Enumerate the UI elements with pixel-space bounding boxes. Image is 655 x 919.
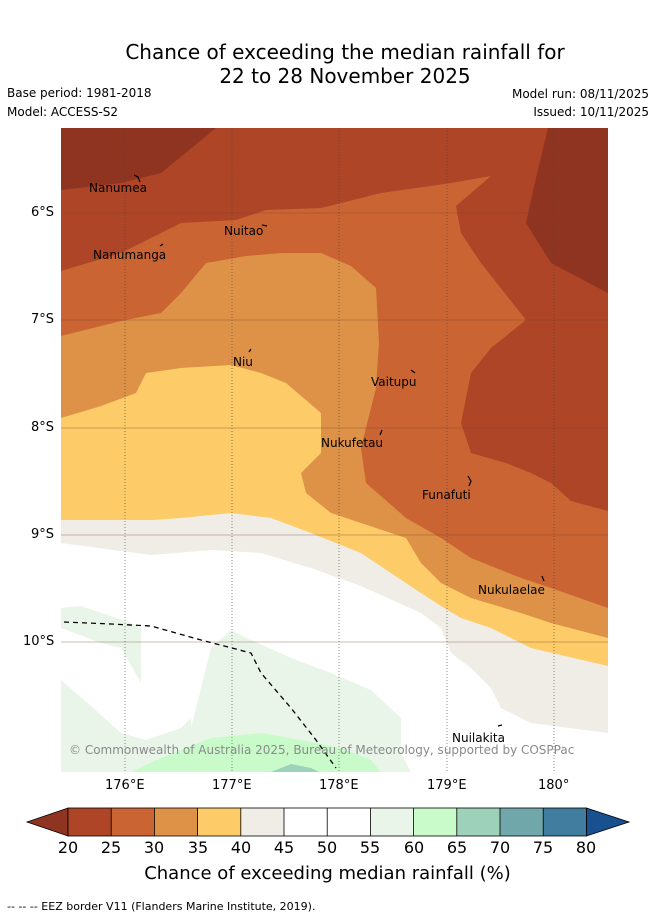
eez-legend-note: -- -- -- EEZ border V11 (Flanders Marine…: [7, 900, 316, 913]
zone-45-55-inner: [61, 628, 191, 740]
colorbar-bin: [327, 808, 371, 836]
colorbar-high-arrow: [586, 807, 631, 837]
colorbar-bin: [154, 808, 198, 836]
base-period: Base period: 1981-2018: [7, 86, 152, 100]
latitude-lines: [61, 212, 608, 643]
colorbar-bin: [240, 808, 284, 836]
colorbar-bin: [500, 808, 544, 836]
colorbar-tick: 55: [359, 838, 381, 857]
place-label: Funafuti: [422, 488, 471, 502]
colorbar-tick: 70: [489, 838, 511, 857]
place-label: Nuitao: [224, 224, 263, 238]
map-title-line1: Chance of exceeding the median rainfall …: [125, 40, 565, 64]
rainfall-map: Nanumea Nuitao Nanumanga Niu Vaitupu Nuk…: [61, 128, 608, 772]
colorbar-tick: 35: [187, 838, 209, 857]
colorbar-tick: 80: [575, 838, 597, 857]
eez-border: [63, 621, 337, 769]
lon-tick: 179°E: [427, 778, 467, 793]
colorbar-low-arrow: [25, 807, 69, 837]
colorbar-bin: [284, 808, 328, 836]
colorbar-tick: 25: [100, 838, 122, 857]
place-label: Vaitupu: [371, 375, 417, 389]
zone-60-65: [131, 733, 381, 772]
colorbar-bin: [111, 808, 155, 836]
model-name: Model: ACCESS-S2: [7, 105, 119, 119]
lat-tick: 10°S: [23, 634, 55, 649]
place-label: Nanumanga: [93, 248, 166, 262]
lat-tick: 6°S: [31, 205, 55, 220]
graticule: [124, 128, 555, 772]
map-title-line2: 22 to 28 November 2025: [219, 64, 471, 88]
colorbar-bin: [543, 808, 587, 836]
issued-date: Issued: 10/11/2025: [533, 105, 649, 119]
place-label: Nukulaelae: [478, 583, 545, 597]
colorbar-bin: [370, 808, 414, 836]
lon-tick: 180°: [538, 778, 570, 793]
islands: [133, 174, 545, 727]
lat-tick: 8°S: [31, 420, 55, 435]
colorbar-tick: 20: [57, 838, 79, 857]
place-label: Nukufetau: [321, 436, 383, 450]
model-run: Model run: 08/11/2025: [511, 87, 649, 101]
place-label: Niu: [233, 355, 253, 369]
colorbar-tick: 40: [230, 838, 252, 857]
zone-65-70: [271, 764, 319, 772]
colorbar: [25, 807, 631, 837]
colorbar-tick: 75: [532, 838, 554, 857]
lon-tick: 178°E: [319, 778, 359, 793]
colorbar-bin: [456, 808, 500, 836]
lat-tick: 9°S: [31, 527, 55, 542]
colorbar-tick: 65: [446, 838, 468, 857]
lon-tick: 177°E: [212, 778, 252, 793]
colorbar-tick: 50: [316, 838, 338, 857]
colorbar-bin: [68, 808, 112, 836]
colorbar-tick: 45: [273, 838, 295, 857]
lon-tick: 176°E: [105, 778, 145, 793]
colorbar-bin: [197, 808, 241, 836]
place-label: Nanumea: [89, 181, 147, 195]
colorbar-tick: 30: [143, 838, 165, 857]
copyright: © Commonwealth of Australia 2025, Bureau…: [69, 743, 574, 757]
colorbar-tick: 60: [403, 838, 425, 857]
lat-tick: 7°S: [31, 312, 55, 327]
colorbar-label: Chance of exceeding median rainfall (%): [144, 863, 511, 884]
colorbar-bin: [413, 808, 457, 836]
place-label: Nuilakita: [452, 731, 505, 745]
